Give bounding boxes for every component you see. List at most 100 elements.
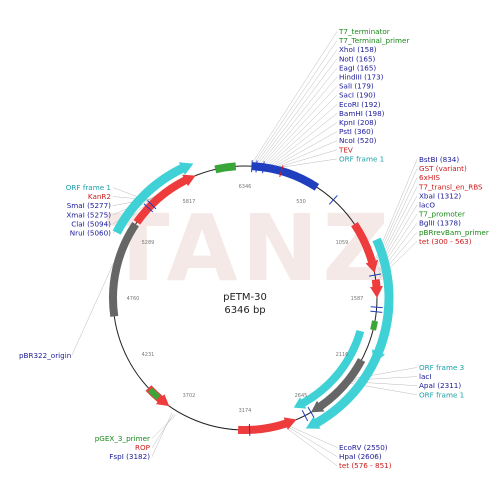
top-label-leader-10 xyxy=(273,122,338,166)
top-label-leader-11 xyxy=(275,131,338,166)
top-label-3: NotI (165) xyxy=(339,54,376,63)
top-label-leader-13 xyxy=(280,149,338,167)
site-tick-0 xyxy=(251,160,253,173)
bottom-left-label-2: FspI (3182) xyxy=(109,452,150,461)
bottom-left-label-1: ROP xyxy=(135,443,151,452)
top-label-leader-8 xyxy=(269,104,338,165)
tick-label-1587: 1587 xyxy=(351,296,364,302)
origin-label: pBR322_origin xyxy=(19,351,71,360)
left-label-5: NruI (5060) xyxy=(70,229,111,238)
site-tick-4 xyxy=(328,195,338,205)
top-label-0: T7_terminator xyxy=(338,27,390,36)
tick-label-3702: 3702 xyxy=(183,393,196,399)
right-label-4: XbaI (1312) xyxy=(419,191,461,200)
bottom-right-label-leader-2 xyxy=(285,427,338,466)
lower-right-label-1: lacI xyxy=(419,372,431,381)
top-label-1: T7_Terminal_primer xyxy=(338,36,409,45)
right-label-5: lacO xyxy=(419,201,435,210)
pbr322-origin-arc xyxy=(108,221,139,317)
left-label-1: KanR2 xyxy=(88,192,111,201)
bottom-left-label-leader-0 xyxy=(151,414,176,439)
tick-labels: 530 1059 1587 2116 2645 3174 3702 4231 4760 5289 5… xyxy=(127,184,364,414)
t7-terminator-arc xyxy=(214,162,237,174)
tick-label-4760: 4760 xyxy=(127,296,140,302)
kanr2-arc xyxy=(133,174,196,225)
site-tick-8 xyxy=(307,406,315,418)
orf-frame-1-lower-arc xyxy=(293,329,365,409)
top-label-8: EcoRI (192) xyxy=(339,100,381,109)
feature-arcs xyxy=(108,160,394,436)
plasmid-name: pETM-30 xyxy=(223,292,267,303)
site-tick-1 xyxy=(255,160,258,173)
top-label-leader-2 xyxy=(256,49,338,163)
bottom-right-label-0: EcoRV (2550) xyxy=(339,443,388,452)
left-label-3: XmaI (5275) xyxy=(66,210,111,219)
tick-label-2645: 2645 xyxy=(295,393,308,399)
top-label-leader-6 xyxy=(265,85,338,164)
site-tick-3 xyxy=(279,165,284,178)
top-label-4: EagI (165) xyxy=(339,63,376,72)
top-label-9: BamHI (198) xyxy=(339,109,385,118)
orf-frame-1-top-arc xyxy=(305,237,394,429)
bottom-left-label-leader-1 xyxy=(151,413,175,448)
right-label-8: pBRrevBam_primer xyxy=(419,228,489,237)
tick-label-2116: 2116 xyxy=(336,352,349,358)
top-label-leader-4 xyxy=(261,67,338,164)
plasmid-size: 6346 bp xyxy=(224,305,265,316)
top-label-leader-12 xyxy=(277,140,338,167)
origin-leader xyxy=(71,262,114,356)
tick-label-5289: 5289 xyxy=(142,240,155,246)
top-label-leader-0 xyxy=(252,31,338,163)
site-tick-11 xyxy=(143,203,154,213)
tick-label-5817: 5817 xyxy=(183,199,196,205)
left-label-0: ORF frame 1 xyxy=(66,183,111,192)
right-label-7: BglII (1378) xyxy=(419,219,461,228)
right-label-2: 6xHIS xyxy=(419,173,440,182)
bottom-right-label-2: tet (576 - 851) xyxy=(339,461,392,470)
top-label-14: ORF frame 1 xyxy=(339,154,384,163)
bottom-right-label-leader-1 xyxy=(287,426,338,457)
site-tick-12 xyxy=(147,200,157,210)
tick-label-6346: 6346 xyxy=(239,184,252,190)
site-tick-2 xyxy=(262,161,265,174)
site-tick-9 xyxy=(301,410,309,422)
site-tick-7 xyxy=(370,310,383,313)
bottom-left-label-0: pGEX_3_primer xyxy=(95,434,150,443)
tick-label-1059: 1059 xyxy=(336,240,349,246)
right-label-9: tet (300 - 563) xyxy=(419,237,472,246)
top-label-13: TEV xyxy=(338,145,353,154)
gst-gene-arc xyxy=(351,221,379,273)
top-label-leader-5 xyxy=(263,76,338,164)
top-label-leader-14 xyxy=(282,158,338,168)
right-label-0: BstBI (834) xyxy=(419,155,459,164)
site-tick-6 xyxy=(370,306,383,309)
left-label-4: ClaI (5094) xyxy=(71,219,111,228)
site-tick-5 xyxy=(368,273,381,277)
top-label-10: KpnI (208) xyxy=(339,118,377,127)
top-label-leader-9 xyxy=(271,113,338,165)
lower-right-label-3: ORF frame 1 xyxy=(419,390,464,399)
top-label-7: SacI (190) xyxy=(339,91,376,100)
left-label-2: SmaI (5277) xyxy=(67,201,111,210)
watermark: TANZ xyxy=(107,195,394,302)
right-label-1: GST (variant) xyxy=(419,164,467,173)
top-label-12: NcoI (520) xyxy=(339,136,377,145)
bottom-right-label-leader-0 xyxy=(289,426,338,448)
top-label-6: SalI (179) xyxy=(339,82,374,91)
lower-right-label-0: ORF frame 3 xyxy=(419,363,464,372)
bottom-left-label-leader-2 xyxy=(151,412,173,457)
tet-upper-arc xyxy=(370,279,383,298)
top-label-leader-7 xyxy=(267,95,338,165)
top-label-leader-3 xyxy=(258,58,338,163)
mcs-tag-arc xyxy=(251,162,320,191)
tick-label-3174: 3174 xyxy=(239,408,252,414)
orf-frame-3-arc xyxy=(372,305,394,364)
top-label-11: PstI (360) xyxy=(339,127,374,136)
top-label-leader-1 xyxy=(254,40,338,163)
right-label-3: T7_transl_en_RBS xyxy=(418,182,483,191)
top-label-2: XhoI (158) xyxy=(339,45,377,54)
right-label-6: T7_promoter xyxy=(418,210,465,219)
t7-promoter-arc xyxy=(370,320,378,331)
